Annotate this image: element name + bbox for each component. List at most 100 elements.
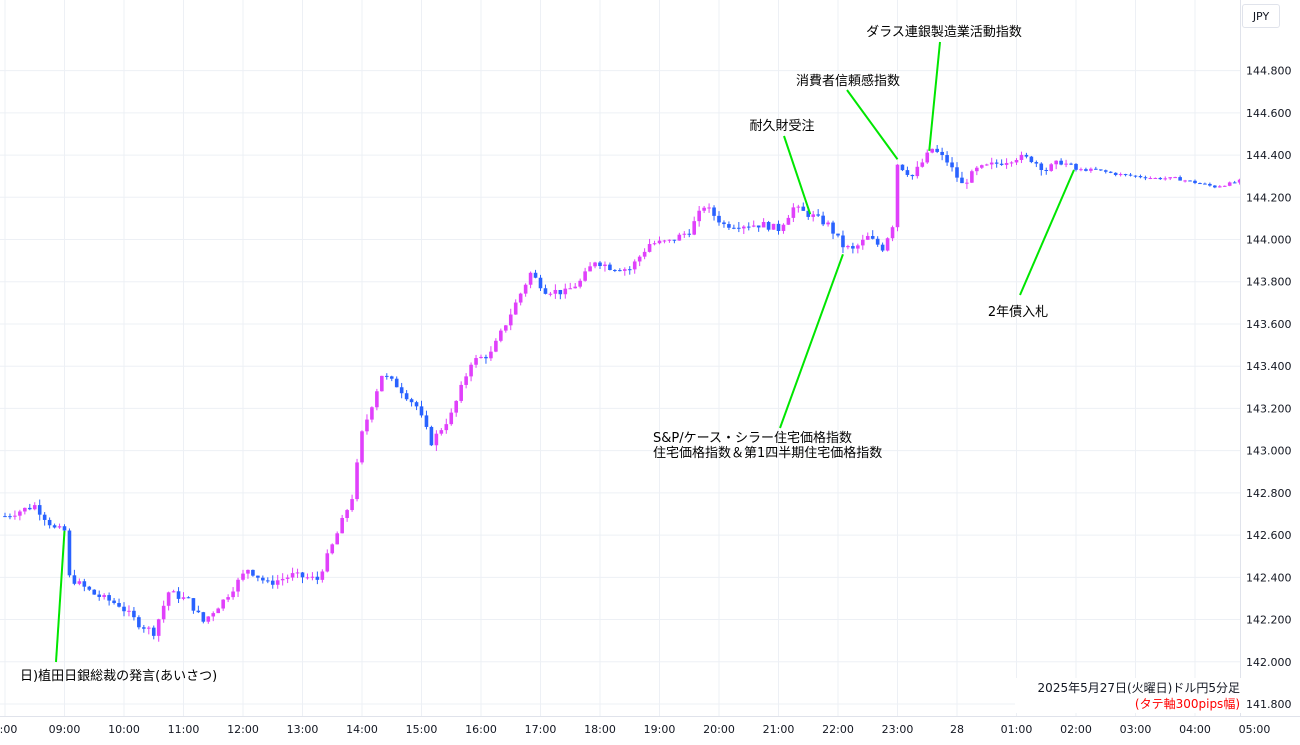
candle <box>191 597 196 614</box>
price-axis[interactable]: 144.800 144.600 144.400 144.200 144.000 143.8… <box>1240 0 1300 745</box>
candle <box>627 266 632 275</box>
candle-body <box>945 155 949 163</box>
candle-body <box>226 597 230 600</box>
candle-body <box>1024 154 1029 157</box>
candle <box>1237 178 1242 185</box>
candle-body <box>806 210 811 217</box>
candle <box>618 268 622 272</box>
candle-body <box>712 207 716 216</box>
candle <box>910 174 915 180</box>
candle <box>429 425 434 447</box>
candle-body <box>47 519 52 526</box>
candle <box>702 205 706 214</box>
time-tick-label: 18:00 <box>584 723 616 736</box>
candle-body <box>831 222 835 234</box>
candle-body <box>652 243 657 245</box>
candle-body <box>568 288 573 290</box>
price-tick-label: 141.800 <box>1246 698 1292 711</box>
annotation-labels: 日)植田日銀総裁の発言(あいさつ) 耐久財受注 S&P/ケース・シラー住宅価格指数住… <box>20 24 1048 684</box>
candle <box>831 220 835 240</box>
candle <box>647 238 652 253</box>
candle-body <box>935 148 939 152</box>
annotation-label: 住宅価格指数＆第1四半期住宅価格指数 <box>653 445 882 461</box>
candle-body <box>251 569 255 576</box>
candle <box>305 573 310 580</box>
candle <box>801 202 806 211</box>
candle-body <box>1193 180 1197 184</box>
candle-body <box>419 406 424 416</box>
candle <box>766 220 771 232</box>
candle <box>201 611 206 624</box>
candle-body <box>142 627 146 629</box>
candle-body <box>905 170 910 175</box>
candle <box>18 509 22 521</box>
candle-body <box>62 526 67 531</box>
candle-body <box>360 431 364 463</box>
price-tick-label: 142.800 <box>1246 487 1292 500</box>
candle-body <box>330 544 335 554</box>
price-tick-label: 143.600 <box>1246 318 1292 331</box>
candle <box>1217 185 1222 188</box>
chart-info-title: 2025年5月27日(火曜日)ドル円5分足 <box>1038 681 1240 695</box>
candle-body <box>414 402 419 407</box>
candle <box>722 220 726 228</box>
candle-body <box>146 627 151 629</box>
candle <box>72 569 77 586</box>
candle-body <box>1019 154 1024 160</box>
candle <box>1079 167 1083 172</box>
candle-body <box>1208 183 1212 186</box>
candle <box>67 528 72 578</box>
candle-body <box>1004 163 1009 165</box>
time-tick-label: 14:00 <box>346 723 378 736</box>
candle <box>122 602 126 617</box>
candle <box>1123 173 1128 177</box>
candle-body <box>335 533 340 545</box>
candle <box>370 406 374 423</box>
candle <box>1069 162 1073 166</box>
candle-body <box>642 251 647 257</box>
time-tick-label: 10:00 <box>108 723 140 736</box>
candle-body <box>13 515 17 517</box>
candle <box>1094 166 1098 170</box>
candle <box>890 225 895 242</box>
candle-body <box>404 393 409 400</box>
candle <box>251 569 255 577</box>
candle <box>945 151 949 166</box>
candle-body <box>261 577 265 581</box>
candle <box>8 513 12 520</box>
candle-body <box>756 225 761 228</box>
candle-body <box>370 407 374 420</box>
candle <box>846 244 850 250</box>
candle-body <box>702 207 706 211</box>
candle <box>1208 182 1212 187</box>
candle-body <box>399 387 404 394</box>
candle <box>236 577 240 598</box>
candle <box>310 572 315 581</box>
time-tick-label: 16:00 <box>465 723 497 736</box>
candle-body <box>355 462 359 500</box>
candle <box>593 261 597 269</box>
price-axis-bg <box>1240 0 1300 745</box>
candle-body <box>305 577 310 579</box>
candle <box>1103 169 1108 174</box>
time-tick-label: 03:00 <box>1120 723 1152 736</box>
candle-body <box>459 384 463 401</box>
candle <box>682 231 687 238</box>
time-axis[interactable]: 8:00 09:00 10:00 11:00 12:00 13:00 14:00 15:00 1… <box>0 716 1300 737</box>
currency-label[interactable]: JPY <box>1242 4 1280 28</box>
candle <box>107 592 111 606</box>
candle <box>781 223 786 234</box>
candle <box>836 233 840 238</box>
candles-group <box>3 144 1257 642</box>
candle <box>444 418 449 434</box>
annotation-label: 2年債入札 <box>988 305 1048 320</box>
candle <box>970 169 974 184</box>
annotation-lines <box>55 41 1075 663</box>
candle-body <box>196 610 201 613</box>
candle <box>459 381 463 403</box>
candle <box>1153 177 1158 179</box>
candle-body <box>870 236 875 239</box>
candle-body <box>1237 179 1242 183</box>
candle <box>865 232 870 241</box>
